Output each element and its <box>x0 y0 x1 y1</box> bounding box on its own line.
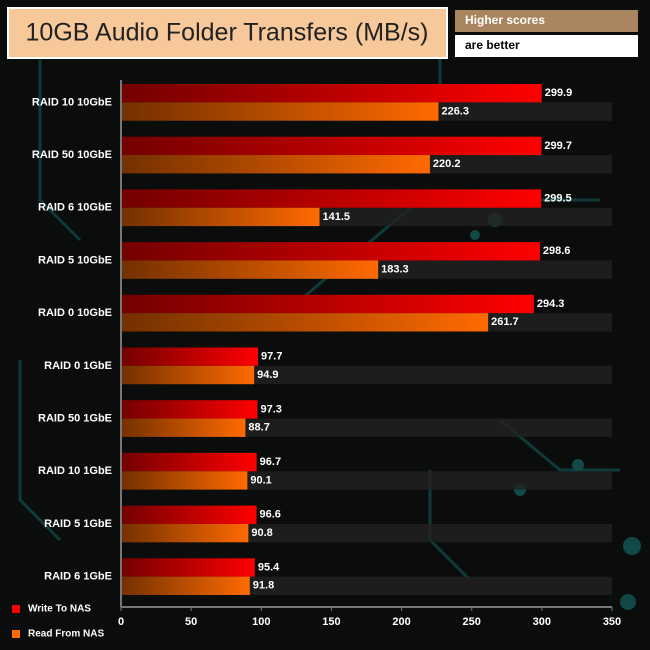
legend-swatch <box>12 605 20 613</box>
x-tick-label: 200 <box>392 616 410 628</box>
y-tick-label: RAID 0 1GbE <box>44 360 112 372</box>
badge-box <box>455 10 638 32</box>
y-tick-label: RAID 50 10GbE <box>32 149 112 161</box>
bar <box>121 155 430 174</box>
bar <box>121 400 258 419</box>
bar <box>121 505 257 524</box>
badge-text: are better <box>465 38 520 52</box>
y-tick-label: RAID 5 10GbE <box>38 254 112 266</box>
y-tick-label: RAID 50 1GbE <box>38 412 112 424</box>
y-tick-label: RAID 10 1GbE <box>38 465 112 477</box>
value-label: 261.7 <box>491 316 519 328</box>
legend-swatch <box>12 630 20 638</box>
x-tick-label: 350 <box>603 616 621 628</box>
value-label: 298.6 <box>543 245 571 257</box>
value-label: 294.3 <box>537 298 565 310</box>
y-tick-label: RAID 10 10GbE <box>32 96 112 108</box>
bar <box>121 452 257 472</box>
value-label: 96.6 <box>260 509 281 521</box>
x-tick-label: 300 <box>533 616 551 628</box>
bar <box>121 523 249 543</box>
title-box <box>7 7 448 59</box>
value-label: 90.1 <box>250 474 271 486</box>
value-label: 183.3 <box>381 264 409 276</box>
bar <box>121 189 542 208</box>
badge-box <box>455 35 638 57</box>
x-tick-label: 0 <box>118 616 124 628</box>
badge-text: Higher scores <box>465 13 545 27</box>
bar <box>121 260 379 279</box>
value-label: 90.8 <box>251 527 272 539</box>
value-label: 226.3 <box>441 105 469 117</box>
value-label: 91.8 <box>253 580 274 592</box>
chart-title: 10GB Audio Folder Transfers (MB/s) <box>26 19 429 47</box>
y-tick-label: RAID 6 10GbE <box>38 202 112 214</box>
value-label: 95.4 <box>258 561 280 573</box>
y-tick-label: RAID 5 1GbE <box>44 518 112 530</box>
value-label: 96.7 <box>260 456 281 468</box>
value-label: 299.9 <box>545 87 573 99</box>
value-label: 299.5 <box>544 192 572 204</box>
value-label: 141.5 <box>323 211 351 223</box>
bar <box>121 207 320 227</box>
value-label: 97.7 <box>261 351 282 363</box>
bar <box>121 294 534 314</box>
bar <box>121 576 250 595</box>
value-label: 220.2 <box>433 158 461 170</box>
bar <box>121 558 255 577</box>
bar <box>121 84 542 103</box>
y-tick-label: RAID 6 1GbE <box>44 571 112 583</box>
bar <box>121 313 489 332</box>
x-tick-label: 100 <box>252 616 270 628</box>
value-label: 97.3 <box>260 403 281 415</box>
bar <box>121 136 542 156</box>
value-label: 299.7 <box>544 140 572 152</box>
value-label: 88.7 <box>248 422 269 434</box>
legend-label: Read From NAS <box>28 629 104 640</box>
bar <box>121 418 246 437</box>
legend-label: Write To NAS <box>28 604 91 615</box>
x-tick-label: 150 <box>322 616 340 628</box>
bar <box>121 365 255 385</box>
bar <box>121 102 439 121</box>
y-tick-label: RAID 0 10GbE <box>38 307 112 319</box>
bar <box>121 242 540 261</box>
value-label: 94.9 <box>257 369 278 381</box>
x-tick-label: 250 <box>463 616 481 628</box>
x-tick-label: 50 <box>185 616 197 628</box>
bar <box>121 471 248 490</box>
bar <box>121 347 259 366</box>
